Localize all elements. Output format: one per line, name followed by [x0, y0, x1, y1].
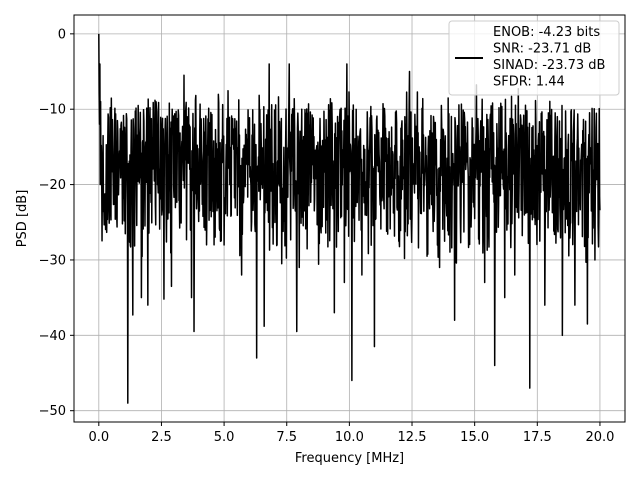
x-axis-ticks: 0.0 2.5 5.0 7.5 10.0 12.5 15.0 17.5 20.0: [88, 422, 614, 445]
legend-entry-line: ENOB: -4.23 bits: [493, 25, 600, 40]
x-tick-label: 10.0: [335, 430, 364, 445]
x-axis-label: Frequency [MHz]: [295, 451, 404, 466]
x-tick-label: 2.5: [151, 430, 172, 445]
x-tick-label: 17.5: [523, 430, 552, 445]
series-group: [98, 33, 601, 404]
legend-box: [448, 20, 620, 96]
y-tick-label: −50: [39, 404, 66, 419]
y-tick-label: −30: [39, 253, 66, 268]
legend-entry-line: SINAD: -23.73 dB: [493, 58, 605, 73]
y-tick-label: −40: [39, 329, 66, 344]
legend-entry-line: SNR: -23.71 dB: [493, 42, 591, 57]
y-axis-label: PSD [dB]: [15, 190, 30, 248]
y-tick-label: 0: [58, 27, 66, 42]
x-tick-label: 5.0: [214, 430, 235, 445]
x-tick-label: 0.0: [88, 430, 109, 445]
psd-series-line: [98, 33, 601, 404]
x-tick-label: 7.5: [276, 430, 297, 445]
y-axis-ticks: 0 −10 −20 −30 −40 −50: [39, 27, 74, 419]
x-tick-label: 15.0: [460, 430, 489, 445]
legend-entry-line: SFDR: 1.44: [493, 75, 565, 90]
x-tick-label: 20.0: [585, 430, 614, 445]
y-tick-label: −10: [39, 103, 66, 118]
x-tick-label: 12.5: [398, 430, 427, 445]
y-tick-label: −20: [39, 178, 66, 193]
